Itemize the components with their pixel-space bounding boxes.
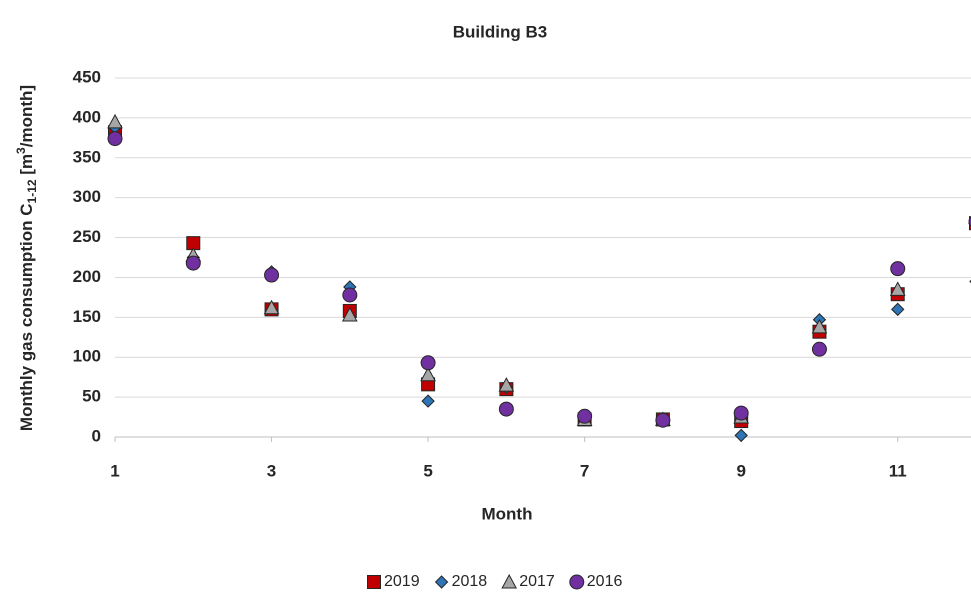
y-label-part: Monthly gas consumption C [17, 203, 36, 431]
marker-square [367, 575, 381, 589]
y-tick-label: 200 [73, 267, 101, 286]
marker-triangle [107, 113, 123, 129]
x-tick-label: 11 [889, 461, 907, 480]
marker-diamond [421, 394, 435, 408]
marker-triangle [889, 281, 906, 296]
x-tick-label: 5 [423, 461, 432, 480]
legend-label: 2018 [452, 573, 488, 590]
legend-label: 2017 [519, 573, 555, 590]
x-tick-label: 3 [267, 461, 276, 480]
marker-triangle [498, 377, 515, 392]
marker-circle [498, 401, 514, 417]
y-tick-label: 50 [82, 387, 101, 406]
marker-circle [569, 574, 585, 590]
marker-diamond [891, 302, 905, 317]
x-tick-label: 1 [110, 461, 119, 480]
marker-triangle [501, 573, 518, 589]
y-tick-label: 0 [92, 426, 101, 445]
chart-title: Building B3 [453, 22, 547, 41]
marker-triangle [420, 366, 436, 382]
y-tick-label: 350 [73, 147, 101, 166]
marker-circle [264, 267, 280, 283]
y-label-part: 1-12 [25, 179, 39, 203]
y-label-part: 3 [14, 147, 28, 154]
marker-triangle [811, 318, 828, 334]
marker-triangle [341, 306, 358, 322]
y-label-part: [m [17, 154, 36, 180]
y-axis-label: Monthly gas consumption C1-12 [m3/month] [14, 85, 39, 431]
y-tick-label: 150 [73, 307, 101, 326]
marker-triangle [263, 299, 280, 315]
y-tick-label: 250 [73, 227, 101, 246]
marker-diamond [734, 428, 748, 443]
x-tick-label: 9 [736, 461, 745, 480]
marker-circle [890, 261, 906, 277]
marker-circle [811, 341, 827, 357]
y-tick-label: 300 [73, 187, 101, 206]
y-tick-label: 400 [73, 107, 101, 126]
marker-circle [185, 255, 201, 271]
legend-label: 2016 [587, 573, 623, 590]
marker-circle [342, 287, 358, 303]
marker-circle [655, 412, 671, 428]
x-tick-label: 7 [580, 461, 589, 480]
y-tick-label: 450 [73, 67, 101, 86]
y-label-part: /month] [17, 85, 36, 147]
marker-diamond [434, 575, 449, 589]
marker-circle [577, 408, 593, 424]
x-axis-label: Month [482, 504, 533, 523]
y-tick-label: 100 [73, 347, 101, 366]
marker-circle [733, 405, 749, 421]
marker-circle [107, 131, 123, 147]
legend-label: 2019 [384, 573, 420, 590]
marker-circle [420, 355, 436, 371]
